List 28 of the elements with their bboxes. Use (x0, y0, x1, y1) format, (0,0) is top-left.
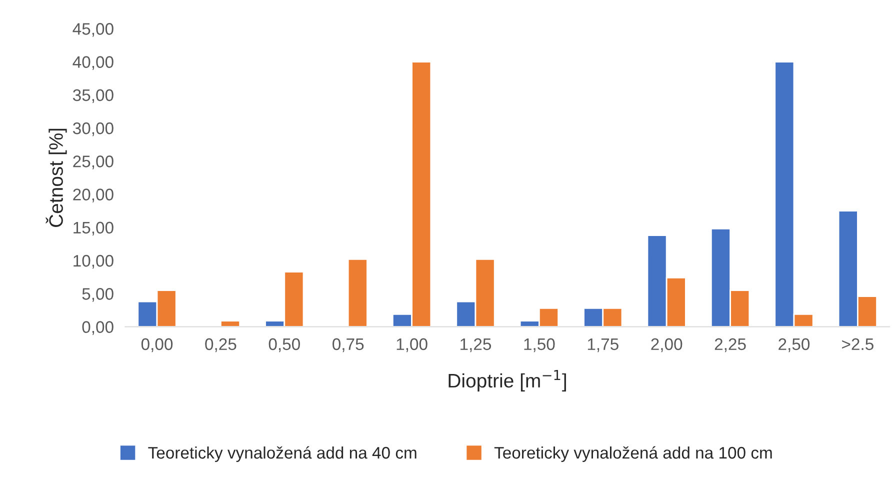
x-tick-label: 2,00 (651, 338, 682, 352)
x-tick-label: 0,75 (332, 338, 364, 352)
y-tick-label: 45,00 (72, 23, 114, 37)
y-tick-label: 20,00 (73, 188, 114, 202)
y-tick-label: 10,00 (74, 254, 114, 269)
y-axis-title: Četnost [%] (46, 128, 67, 227)
y-tick-label: 25,00 (73, 156, 114, 170)
x-tick-label: 1,00 (396, 338, 428, 352)
x-tick-label: 1,75 (588, 338, 618, 352)
x-tick-label: 0,50 (268, 338, 300, 352)
x-tick-label: 1,50 (524, 338, 555, 352)
x-tick-label: 0,00 (141, 338, 173, 352)
y-tick-label: 35,00 (72, 89, 114, 104)
legend-label: Teoreticky vynaložená add na 100 cm (494, 446, 772, 462)
bar (220, 320, 241, 327)
y-tick-label: 15,00 (74, 222, 114, 236)
x-tick-label: 2,50 (778, 338, 810, 352)
x-tick-label: 1,25 (460, 338, 492, 352)
bar (347, 258, 368, 327)
legend-label: Teoreticky vynaložená add na 40 cm (148, 446, 416, 462)
x-tick-label: 0,25 (205, 338, 236, 352)
x-tick-label: 2,25 (714, 338, 746, 352)
y-tick-label: 0,00 (82, 321, 114, 335)
x-axis-title: Dioptrie [m$^{−1}$] (448, 370, 566, 392)
y-tick-label: 5,00 (82, 288, 114, 302)
x-tick-label: >2.5 (842, 338, 874, 350)
y-tick-label: 30,00 (72, 122, 114, 136)
y-tick-label: 40,00 (72, 56, 114, 70)
